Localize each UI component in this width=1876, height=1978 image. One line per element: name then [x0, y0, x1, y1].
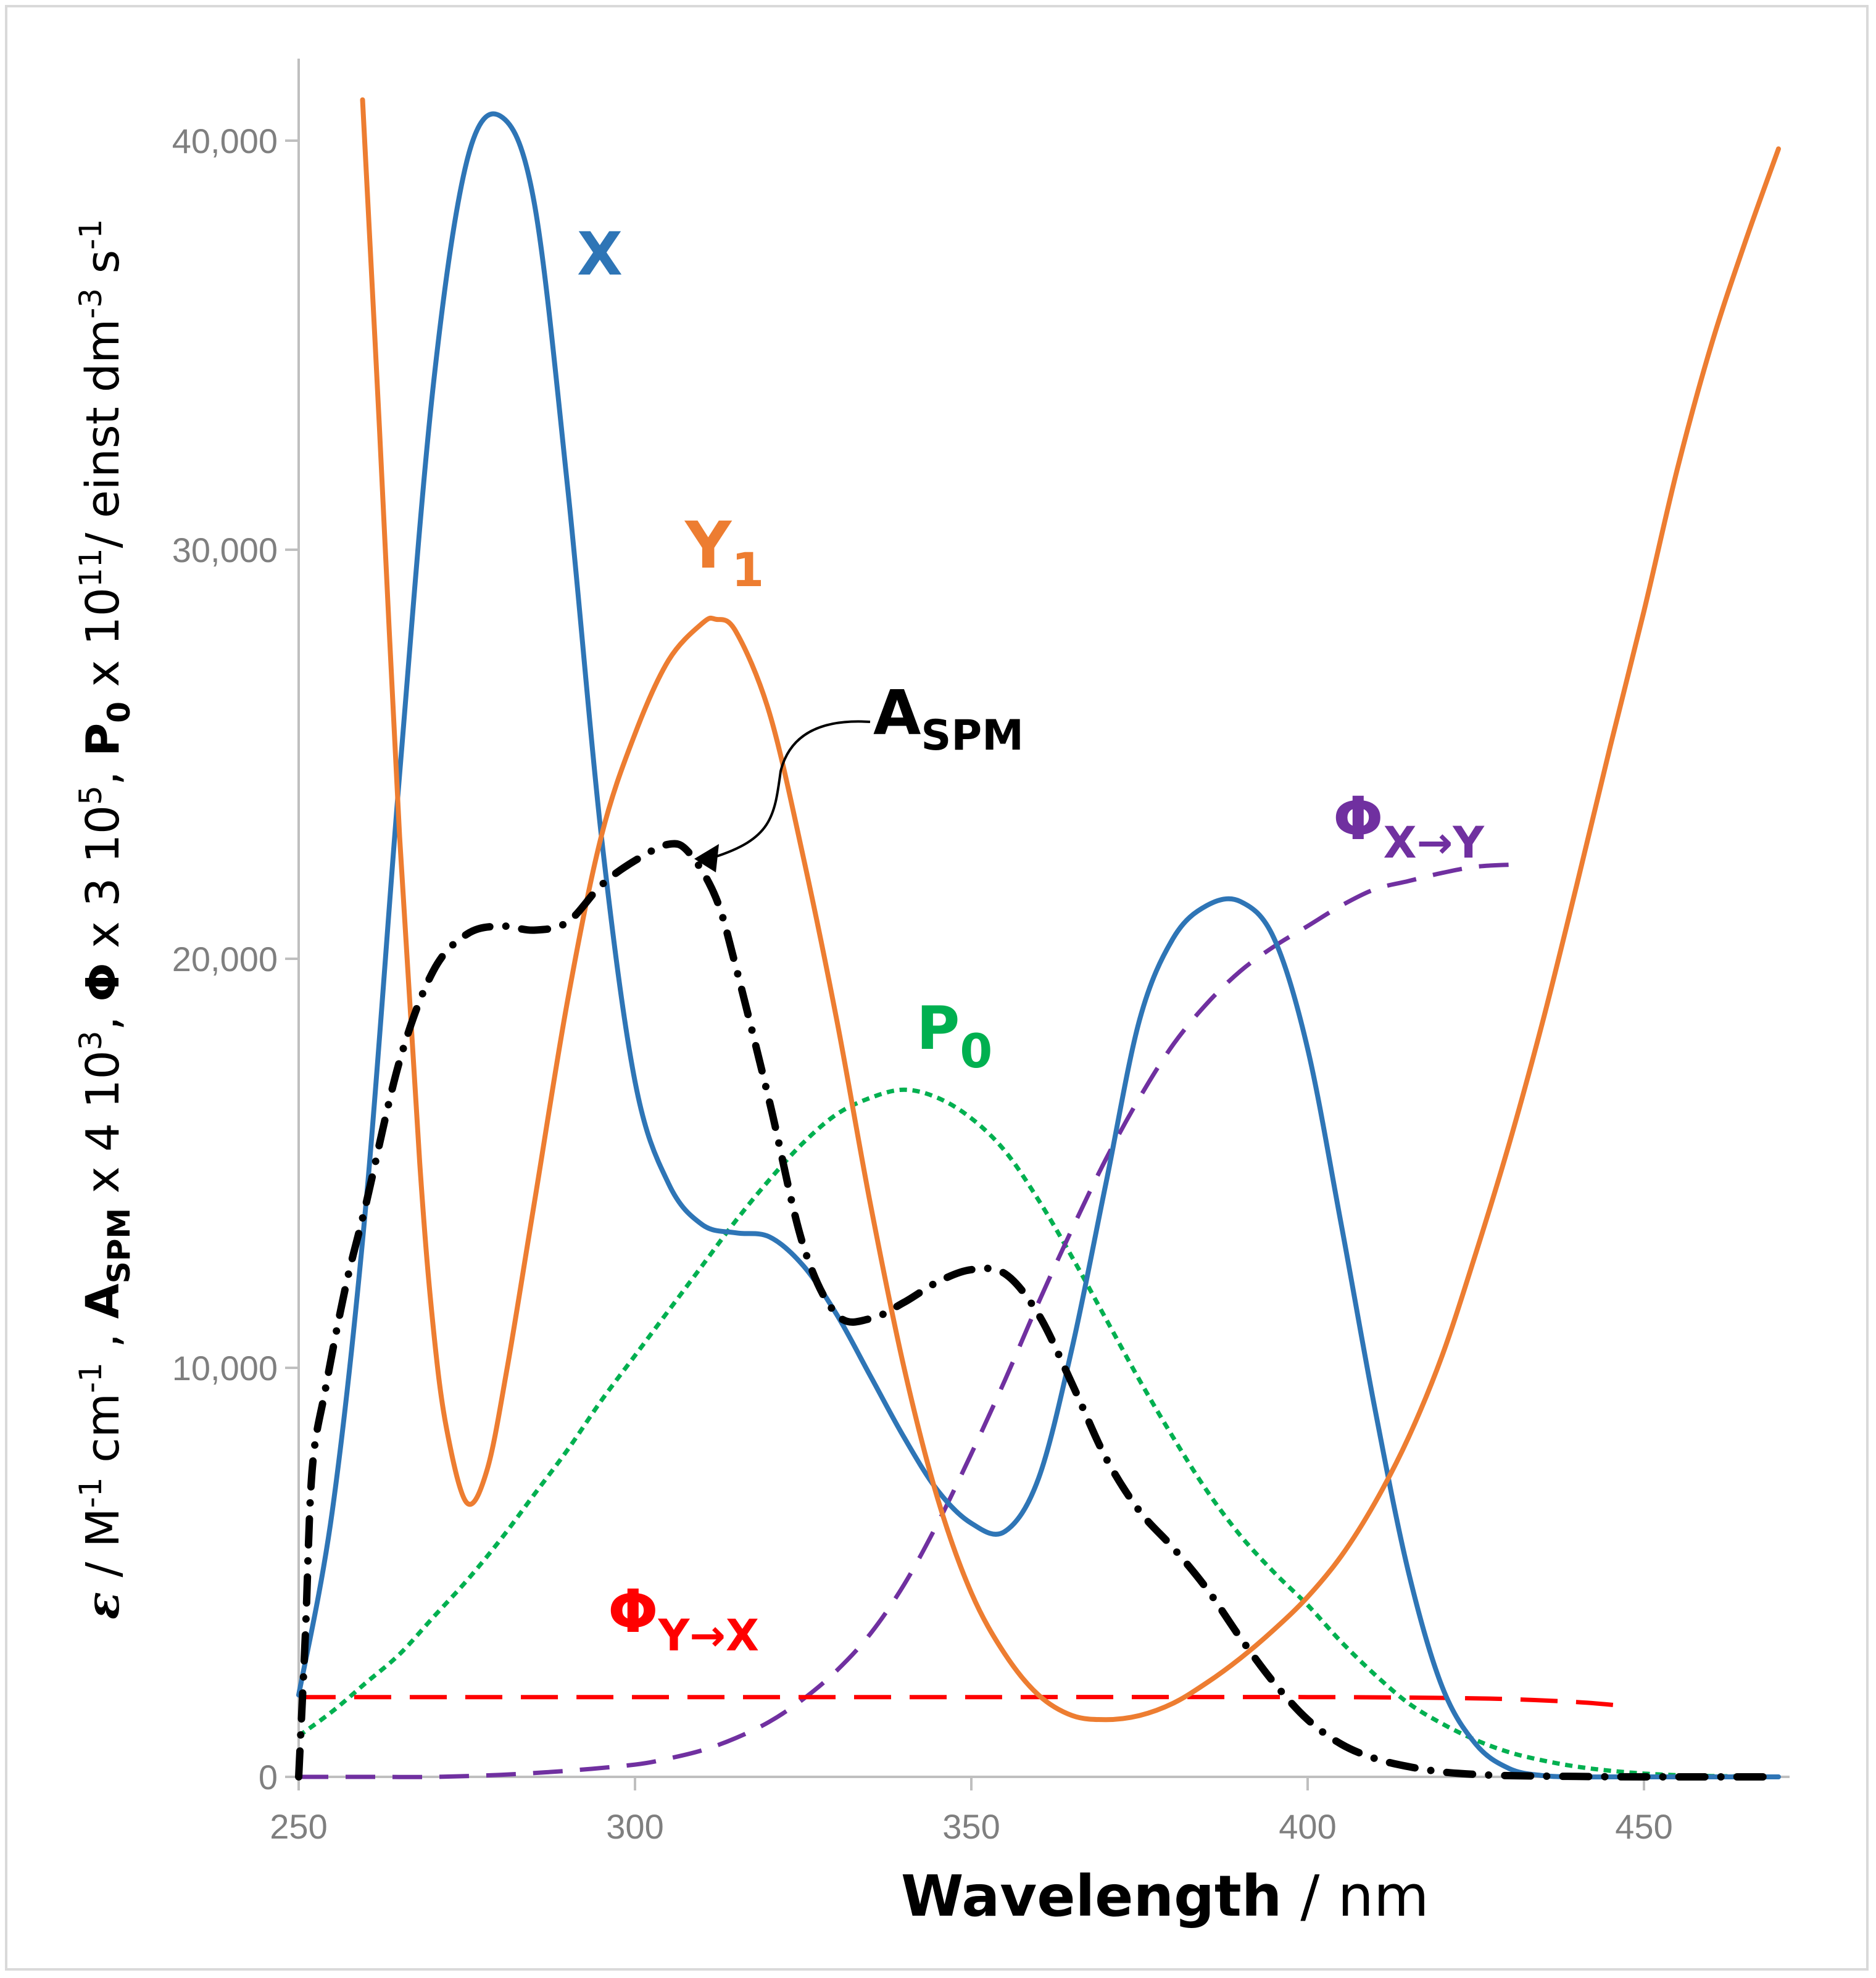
- yl-exp1: -1: [73, 1477, 109, 1508]
- yl-a: A: [77, 1283, 130, 1318]
- yl-exp3: 3: [73, 1030, 109, 1050]
- x-tick-label: 300: [606, 1807, 663, 1846]
- chart-frame: [5, 5, 1869, 1971]
- yl-exp5: 11: [73, 548, 109, 587]
- label-p0-sub: 0: [960, 1024, 992, 1078]
- yl-p7: ,: [77, 756, 130, 785]
- yl-p3: ,: [77, 1319, 130, 1363]
- series-line--y-x-: [298, 1695, 1617, 1708]
- x-axis-title: Wavelength / nm: [901, 1863, 1429, 1929]
- y-tick-label: 10,000: [172, 1349, 278, 1388]
- yl-p1: / M: [77, 1508, 130, 1592]
- x-axis-title-unit: / nm: [1300, 1863, 1429, 1929]
- label-aspm-main: A: [873, 677, 921, 749]
- yl-p0: P: [77, 723, 130, 756]
- series-line--x-y-: [299, 863, 1510, 1779]
- yl-exp2: -1: [73, 1362, 109, 1393]
- y-axis-title: ε / M-1 cm-1 , ASPM x 4 103, Φ x 3 105, …: [73, 219, 137, 1620]
- label-phi-xy: ΦX→Y: [1333, 784, 1485, 868]
- yl-exp6: -3: [73, 288, 109, 319]
- label-aspm: ASPM: [873, 677, 1024, 760]
- label-phi-xy-main: Φ: [1333, 784, 1384, 853]
- label-phi-xy-sub: X→Y: [1384, 817, 1485, 868]
- y-tick-label: 30,000: [172, 531, 278, 569]
- yl-p2: cm: [77, 1393, 130, 1477]
- y-tick-label: 20,000: [172, 940, 278, 979]
- yl-p5: ,: [77, 1001, 130, 1030]
- yl-phi: Φ: [77, 963, 130, 1002]
- aspm-arrowhead: [694, 844, 719, 872]
- yl-eps: ε: [77, 1592, 130, 1620]
- yl-p9: / einst dm: [77, 319, 130, 548]
- yl-p8: x 10: [77, 587, 130, 701]
- series-line-x: [296, 111, 1781, 1780]
- yl-exp7: -1: [73, 219, 109, 250]
- yl-exp4: 5: [73, 785, 109, 805]
- label-phi-yx-main: Φ: [608, 1577, 658, 1646]
- y-tick-label: 0: [259, 1758, 278, 1797]
- label-x-main: X: [577, 220, 623, 289]
- label-phi-yx: ΦY→X: [608, 1577, 759, 1661]
- x-tick-label: 250: [270, 1807, 327, 1846]
- label-y1-sub: 1: [731, 542, 764, 597]
- x-tick-label: 450: [1615, 1807, 1672, 1846]
- yl-a-sub: SPM: [101, 1208, 137, 1283]
- series-line-p0: [297, 1087, 1779, 1779]
- label-x: X: [577, 220, 623, 289]
- yl-p10: s: [77, 250, 130, 288]
- x-axis-title-main: Wavelength: [901, 1863, 1282, 1929]
- series-group: [295, 97, 1782, 1781]
- tick-group: 0 10,000 20,000 30,000 40,000 250 300 350 400 450: [172, 122, 1673, 1846]
- label-p0-main: P: [916, 994, 960, 1063]
- yl-p4: x 4 10: [77, 1050, 130, 1208]
- yl-p6: x 3 10: [77, 805, 130, 963]
- label-y1-main: Y: [684, 508, 733, 583]
- yl-p0-sub: 0: [101, 701, 137, 723]
- series-line-y1: [360, 97, 1781, 1723]
- series-line-a-spm: [295, 840, 1782, 1781]
- aspm-annotation-arrow: [712, 720, 871, 859]
- x-tick-label: 400: [1279, 1807, 1336, 1846]
- label-p0: P0: [916, 994, 992, 1078]
- x-tick-label: 350: [942, 1807, 1000, 1846]
- label-phi-yx-sub: Y→X: [658, 1610, 759, 1661]
- label-aspm-sub: SPM: [921, 711, 1023, 760]
- label-y1: Y1: [684, 508, 764, 597]
- y-tick-label: 40,000: [172, 122, 278, 160]
